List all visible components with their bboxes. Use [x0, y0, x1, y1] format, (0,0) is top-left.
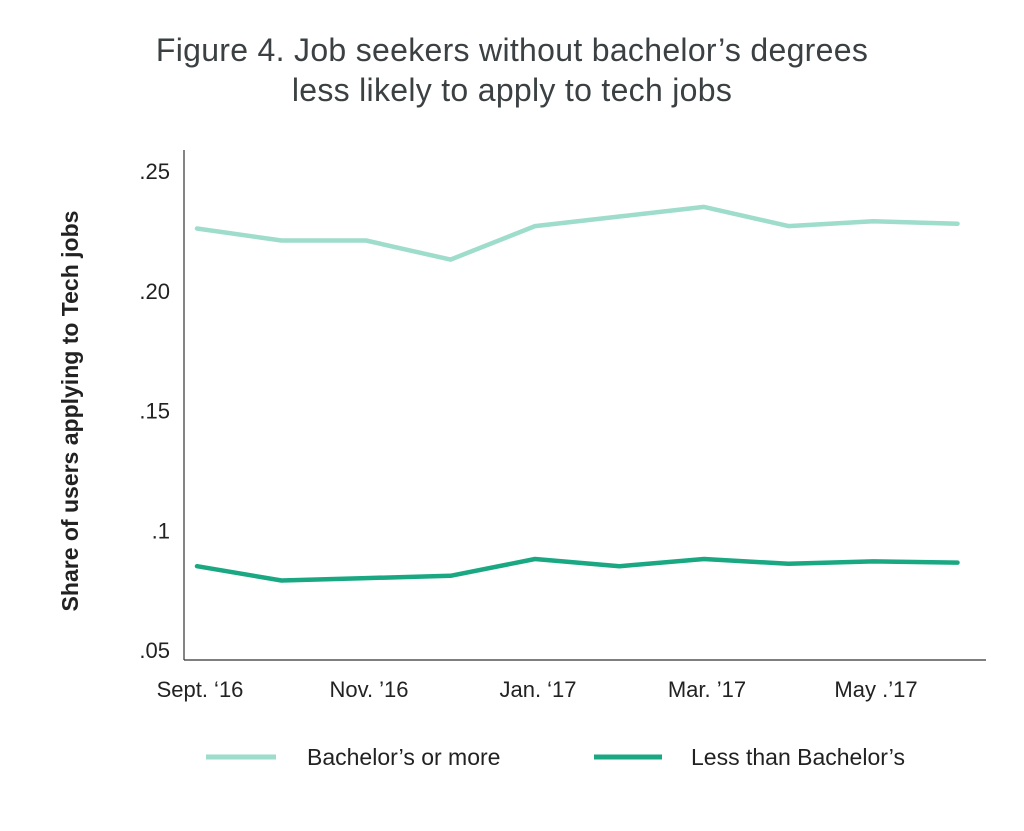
- x-tick-label: May .’17: [834, 677, 917, 702]
- series-line-1: [194, 204, 960, 262]
- legend-label-1: Bachelor’s or more: [307, 744, 500, 770]
- chart-title-line-1: Figure 4. Job seekers without bachelor’s…: [155, 32, 869, 68]
- x-tick-label: Mar. ’17: [668, 677, 746, 702]
- x-tick-label: Jan. ‘17: [499, 677, 576, 702]
- y-tick-label: .25: [139, 159, 170, 184]
- x-tick-label: Nov. ’16: [329, 677, 408, 702]
- series-line-2: [194, 556, 960, 583]
- y-tick-label: .1: [152, 518, 170, 543]
- chart-title-line-2: less likely to apply to tech jobs: [291, 72, 733, 108]
- legend-label-2: Less than Bachelor’s: [691, 744, 905, 770]
- series-lines: [194, 204, 960, 583]
- x-axis-ticks: Sept. ‘16 Nov. ’16 Jan. ‘17 Mar. ’17 May .’1…: [157, 677, 918, 702]
- y-axis-label: Share of users applying to Tech jobs: [57, 211, 83, 612]
- y-tick-label: .15: [139, 399, 170, 424]
- legend: Bachelor’s or more Less than Bachelor’s: [206, 744, 905, 770]
- chart-axes: [183, 150, 986, 661]
- y-tick-label: .05: [139, 638, 170, 663]
- chart-title: Figure 4. Job seekers without bachelor’s…: [0, 30, 1024, 110]
- y-axis-ticks: .25 .20 .15 .1 .05: [139, 159, 170, 663]
- y-tick-label: .20: [139, 279, 170, 304]
- x-tick-label: Sept. ‘16: [157, 677, 244, 702]
